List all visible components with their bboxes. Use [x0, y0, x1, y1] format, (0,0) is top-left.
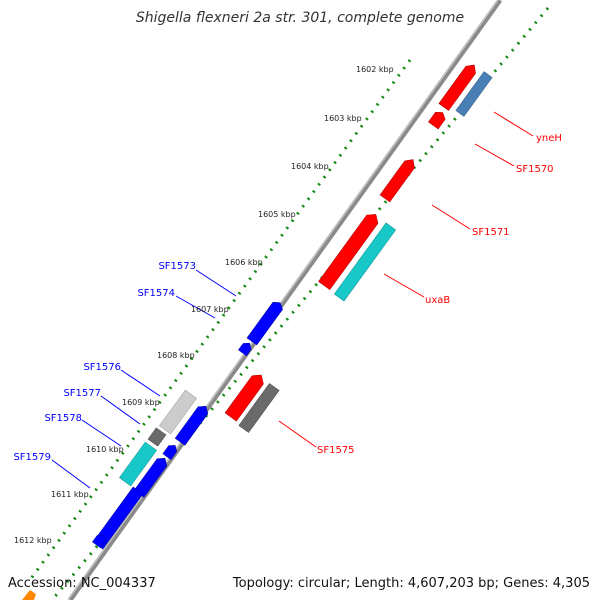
- scale-label: 1610 kbp: [86, 445, 124, 454]
- gene-SF1574[interactable]: [238, 340, 253, 357]
- gene-SF1570b[interactable]: [428, 109, 447, 130]
- gene-SF1570[interactable]: [438, 61, 479, 111]
- gene-yneH[interactable]: [455, 71, 493, 117]
- gene-label-SF1573[interactable]: SF1573: [158, 261, 196, 272]
- leader-SF1573: [195, 269, 237, 297]
- leader-SF1570: [474, 143, 515, 167]
- leader-SF1577: [100, 395, 141, 425]
- leader-uxaB: [383, 273, 425, 298]
- gene-label-SF1575[interactable]: SF1575: [317, 445, 355, 456]
- gene-SF1578b[interactable]: [133, 455, 170, 498]
- leader-SF1578: [81, 419, 122, 447]
- gene-label-SF1576[interactable]: SF1576: [83, 362, 121, 373]
- leader-SF1571: [431, 204, 471, 230]
- gene-SF1576[interactable]: [174, 403, 211, 446]
- scale-label: 1602 kbp: [356, 65, 394, 74]
- genome-backbone: [67, 0, 503, 600]
- genome-backbone-highlight: [67, 0, 499, 600]
- map-title: Shigella flexneri 2a str. 301, complete …: [136, 10, 464, 26]
- leader-SF1579: [51, 459, 91, 489]
- gene-SF1571[interactable]: [379, 156, 418, 203]
- scale-label: 1611 kbp: [51, 490, 89, 499]
- scale-label: 1605 kbp: [258, 210, 296, 219]
- leader-yneH: [493, 111, 534, 137]
- accession-text: Accession: NC_004337: [8, 576, 156, 591]
- gene-label-SF1579[interactable]: SF1579: [13, 452, 51, 463]
- gene-label-SF1571[interactable]: SF1571: [472, 227, 510, 238]
- scale-label: 1608 kbp: [157, 351, 195, 360]
- tick-track-inner: [28, 59, 412, 581]
- scale-label: 1609 kbp: [122, 398, 160, 407]
- gene-label-SF1578[interactable]: SF1578: [44, 413, 82, 424]
- gene-orange: [22, 590, 36, 600]
- gene-SF1577[interactable]: [147, 427, 167, 447]
- gene-label-uxaB[interactable]: uxaB: [425, 295, 450, 306]
- gene-label-SF1574[interactable]: SF1574: [137, 288, 175, 299]
- gene-uxaB-red[interactable]: [318, 210, 381, 291]
- gene-label-SF1570[interactable]: SF1570: [516, 164, 554, 175]
- leader-SF1576: [120, 369, 161, 397]
- scale-label: 1604 kbp: [291, 162, 329, 171]
- scale-label: 1612 kbp: [14, 536, 52, 545]
- gene-label-yneH[interactable]: yneH: [536, 133, 562, 144]
- gene-label-SF1577[interactable]: SF1577: [63, 388, 101, 399]
- leader-SF1574: [175, 295, 216, 319]
- leader-SF1575: [278, 420, 317, 448]
- gene-SF1575-red[interactable]: [224, 371, 267, 422]
- scale-label: 1607 kbp: [191, 305, 229, 314]
- topology-text: Topology: circular; Length: 4,607,203 bp…: [232, 576, 590, 591]
- gene-uxaB[interactable]: [333, 222, 397, 302]
- scale-label: 1603 kbp: [324, 114, 362, 123]
- gene-SF1577b[interactable]: [162, 442, 179, 460]
- gene-SF1578[interactable]: [119, 441, 157, 487]
- gene-SF1573[interactable]: [246, 299, 285, 346]
- gene-SF1575[interactable]: [238, 383, 280, 433]
- gene-SF1579b[interactable]: [92, 532, 107, 549]
- scale-label: 1606 kbp: [225, 258, 263, 267]
- gene-SF1576-light[interactable]: [159, 389, 197, 435]
